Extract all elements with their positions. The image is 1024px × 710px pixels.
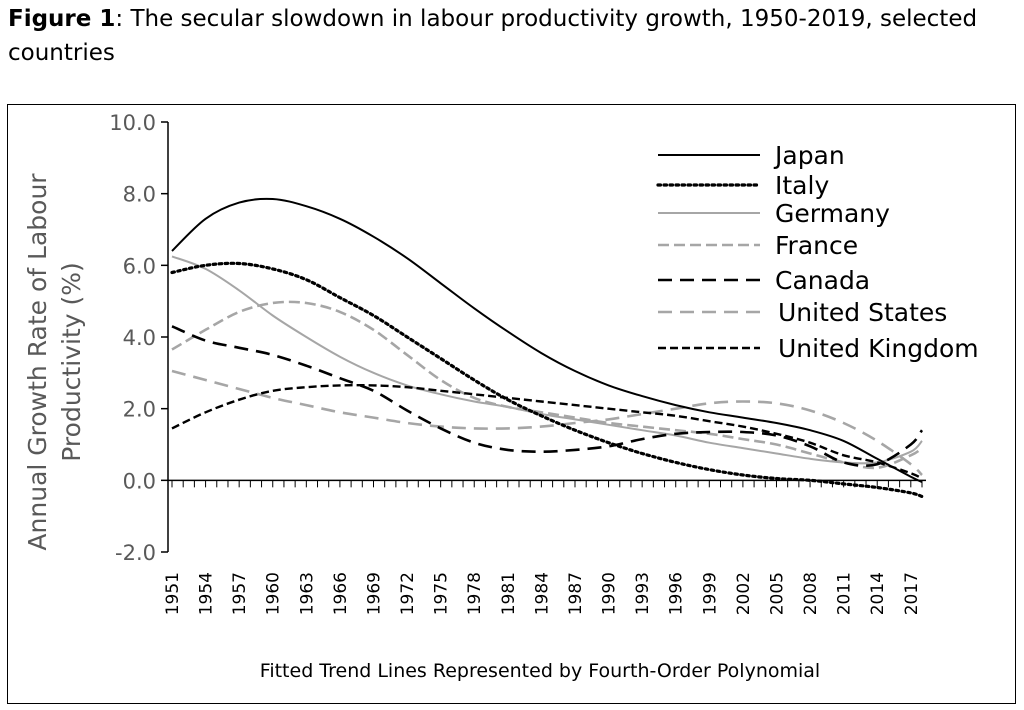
- x-tick-label: 1957: [230, 572, 250, 615]
- y-axis: -2.0 0.0 2.0 4.0 6.0 8.0 10.0: [109, 111, 169, 565]
- y-tick-label: 2.0: [123, 398, 156, 422]
- x-tick-label: 1993: [633, 572, 653, 615]
- series-line-france: [171, 300, 923, 470]
- x-tick-label: 2011: [835, 572, 855, 615]
- x-tick-label: 1987: [566, 572, 586, 615]
- x-tick-label: 1975: [432, 572, 452, 615]
- x-tick-label: 1966: [331, 572, 351, 615]
- x-tick-label: 2005: [767, 572, 787, 615]
- legend-label: Germany: [775, 199, 890, 228]
- legend-label: Italy: [775, 171, 829, 200]
- y-tick-label: 10.0: [109, 111, 156, 135]
- series-line-italy: [170, 261, 924, 499]
- y-tick-label: 4.0: [123, 326, 156, 350]
- series-line-japan: [171, 197, 923, 484]
- chart-frame: [7, 104, 1016, 704]
- x-tick-label: 1951: [163, 572, 183, 615]
- y-tick-label: 6.0: [123, 254, 156, 278]
- x-tick-label: 1996: [667, 572, 687, 615]
- y-tick-label: 0.0: [123, 469, 156, 493]
- x-tick-label: 2017: [902, 572, 922, 615]
- legend-label: United States: [778, 298, 947, 327]
- y-tick-label: 8.0: [123, 183, 156, 207]
- figure-caption-text: : The secular slowdown in labour product…: [8, 6, 978, 66]
- x-tick-label: 2014: [868, 572, 888, 615]
- figure-caption: Figure 1: The secular slowdown in labour…: [8, 2, 1018, 70]
- legend-label: Canada: [775, 266, 870, 295]
- x-tick-label: 1969: [364, 572, 384, 615]
- x-tick-label: 1999: [700, 572, 720, 615]
- y-tick-label: -2.0: [115, 541, 156, 565]
- x-tick-label: 1960: [264, 572, 284, 615]
- x-tick-label: 1978: [465, 572, 485, 615]
- x-tick-label: 1972: [398, 572, 418, 615]
- legend-label: United Kingdom: [778, 334, 979, 363]
- series-line-united-states: [171, 369, 923, 476]
- series-line-united-kingdom: [171, 383, 923, 480]
- x-tick-label: 2008: [801, 572, 821, 615]
- x-tick-label: 1981: [499, 572, 519, 615]
- y-axis-label-line-2: Productivity (%): [57, 262, 86, 461]
- x-axis: 1951 1954 1957 1960 1963 1966 1969 1972 1975 1978…: [163, 479, 926, 615]
- x-tick-label: 1990: [600, 572, 620, 615]
- series-line-canada: [171, 325, 924, 468]
- series-line-germany: [171, 255, 923, 465]
- x-axis-label: Fitted Trend Lines Represented by Fourth…: [260, 660, 820, 682]
- x-tick-label: 1984: [532, 572, 552, 615]
- legend-label: Japan: [773, 141, 845, 170]
- y-axis-label-line-1: Annual Growth Rate of Labour: [23, 173, 52, 551]
- x-tick-label: 2002: [734, 572, 754, 615]
- series-lines: [170, 197, 924, 499]
- legend-label: France: [775, 231, 858, 260]
- figure-label: Figure 1: [8, 6, 116, 32]
- x-tick-label: 1963: [297, 572, 317, 615]
- x-tick-label: 1954: [197, 572, 217, 615]
